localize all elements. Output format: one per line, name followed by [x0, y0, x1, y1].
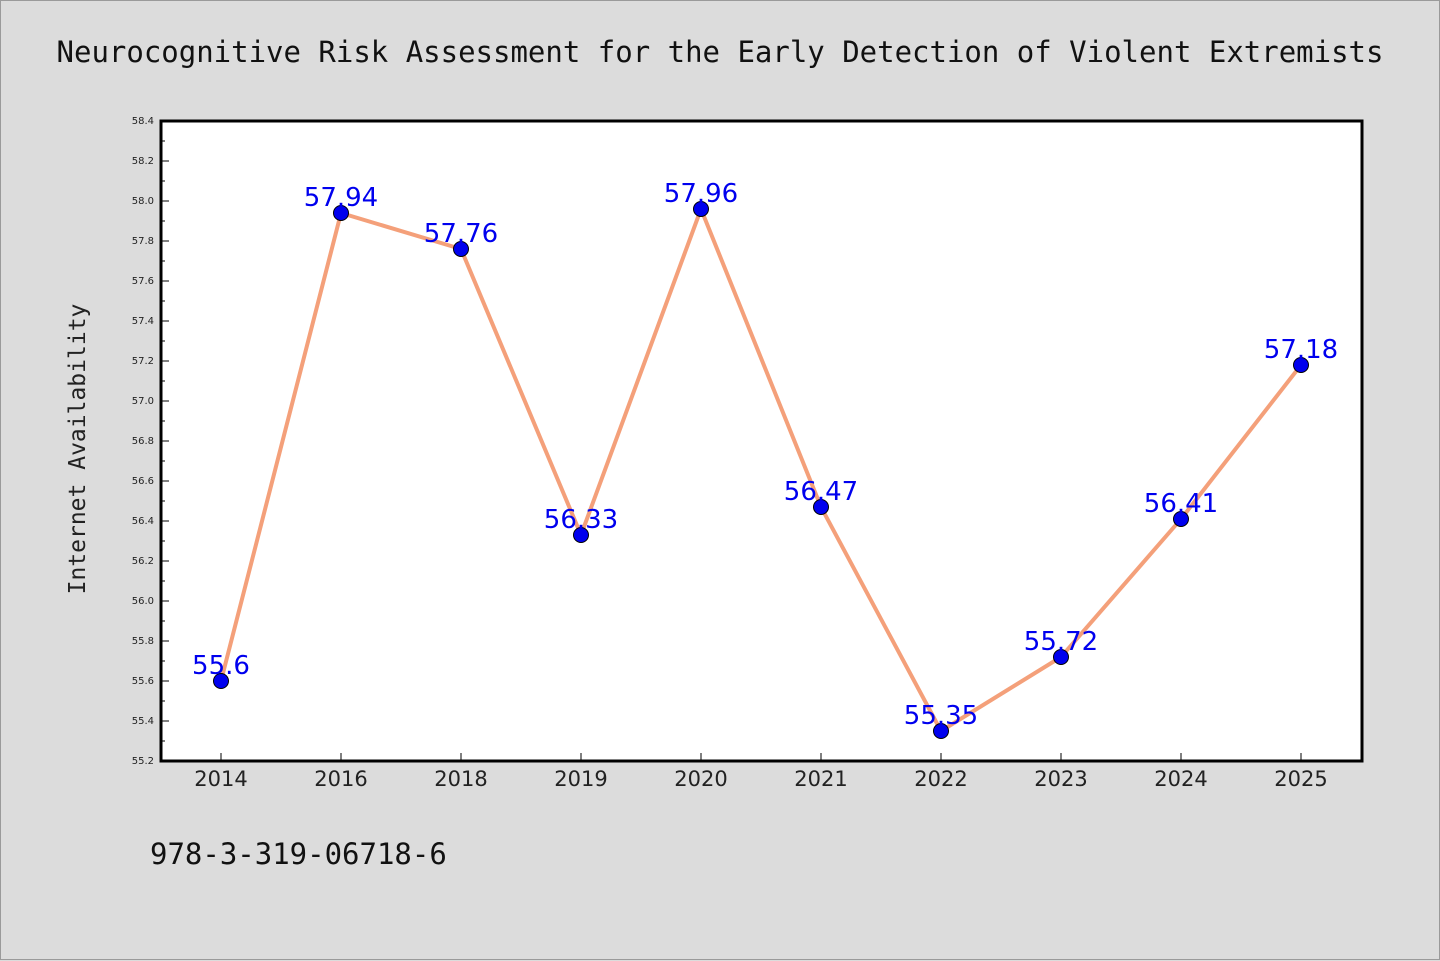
y-tick-label: 57.2: [132, 356, 154, 367]
x-tick-label: 2018: [434, 767, 487, 791]
x-tick-label: 2022: [914, 767, 967, 791]
x-tick-label: 2016: [314, 767, 367, 791]
y-tick-label: 58.4: [132, 116, 154, 127]
data-point: [213, 673, 229, 689]
data-point: [1293, 357, 1309, 373]
series-line: [219, 207, 1303, 733]
data-label: 57.94: [304, 183, 378, 213]
y-tick-label: 55.6: [132, 676, 154, 687]
x-tick-label: 2021: [794, 767, 847, 791]
x-tick-label: 2014: [194, 767, 247, 791]
y-tick-label: 56.8: [132, 436, 154, 447]
plot-area: [161, 121, 1362, 761]
data-point: [333, 205, 349, 221]
chart-title: Neurocognitive Risk Assessment for the E…: [56, 35, 1384, 69]
y-tick-label: 58.0: [132, 196, 154, 207]
data-label: 55.35: [904, 701, 978, 731]
data-label: 55.6: [192, 651, 250, 681]
y-tick-label: 56.4: [132, 516, 154, 527]
data-label: 56.41: [1144, 489, 1218, 519]
y-tick-label: 57.0: [132, 396, 154, 407]
x-tick-label: 2025: [1274, 767, 1327, 791]
data-label: 55.72: [1024, 627, 1098, 657]
x-tick-label: 2019: [554, 767, 607, 791]
data-point: [813, 499, 829, 515]
y-tick-label: 56.6: [132, 476, 154, 487]
data-label: 56.47: [784, 477, 858, 507]
isbn-footer: 978-3-319-06718-6: [150, 837, 447, 871]
data-label: 57.18: [1264, 335, 1338, 365]
y-tick-label: 58.2: [132, 156, 154, 167]
y-tick-label: 55.8: [132, 636, 154, 647]
data-point: [693, 201, 709, 217]
x-tick-label: 2024: [1154, 767, 1207, 791]
data-point: [933, 723, 949, 739]
y-tick-label: 57.6: [132, 276, 154, 287]
y-tick-label: 55.4: [132, 716, 154, 727]
data-label: 57.76: [424, 219, 498, 249]
data-label: 56.33: [544, 505, 618, 535]
x-tick-label: 2023: [1034, 767, 1087, 791]
data-point: [573, 527, 589, 543]
plot-frame: [159, 119, 1364, 763]
y-tick-label: 56.2: [132, 556, 154, 567]
data-point: [453, 241, 469, 257]
y-tick-label: 57.4: [132, 316, 154, 327]
data-label: 57.96: [664, 179, 738, 209]
y-tick-label: 57.8: [132, 236, 154, 247]
y-tick-label: 56.0: [132, 596, 154, 607]
data-point: [1173, 511, 1189, 527]
y-tick-label: 55.2: [132, 756, 154, 767]
x-tick-label: 2020: [674, 767, 727, 791]
data-point: [1053, 649, 1069, 665]
